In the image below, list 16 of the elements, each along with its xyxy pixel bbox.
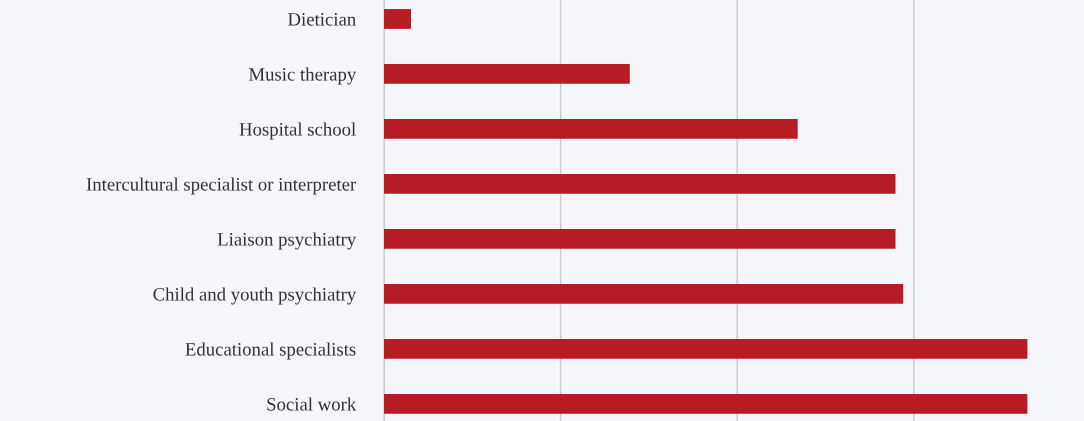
bar (384, 284, 904, 304)
bar (384, 119, 798, 139)
y-tick-label: Music therapy (248, 67, 357, 85)
y-tick-label: Intercultural specialist or interpreter (86, 177, 357, 195)
y-tick-label: Hospital school (239, 122, 356, 140)
bar (384, 229, 896, 249)
bar (384, 9, 412, 29)
y-tick-label: Social work (267, 397, 357, 411)
bar (384, 394, 1028, 414)
y-tick-label: Dietician (288, 13, 356, 26)
bar (384, 64, 630, 84)
bar (384, 339, 1028, 359)
bar (384, 174, 896, 194)
y-tick-label: Educational specialists (185, 342, 356, 360)
y-tick-label: Liaison psychiatry (217, 232, 357, 250)
y-tick-label: Child and youth psychiatry (153, 287, 357, 305)
